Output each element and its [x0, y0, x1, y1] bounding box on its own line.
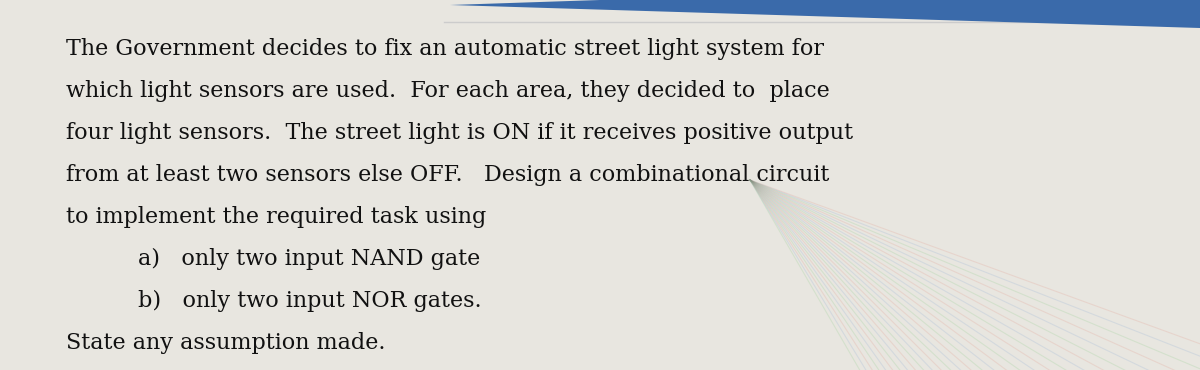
Text: The Government decides to fix an automatic street light system for: The Government decides to fix an automat…	[66, 38, 824, 60]
Text: four light sensors.  The street light is ON if it receives positive output: four light sensors. The street light is …	[66, 122, 853, 144]
Text: from at least two sensors else OFF.   Design a combinational circuit: from at least two sensors else OFF. Desi…	[66, 164, 829, 186]
Polygon shape	[450, 0, 1200, 28]
Text: b)   only two input NOR gates.: b) only two input NOR gates.	[138, 290, 481, 312]
Text: State any assumption made.: State any assumption made.	[66, 332, 385, 354]
Text: to implement the required task using: to implement the required task using	[66, 206, 486, 228]
Text: a)   only two input NAND gate: a) only two input NAND gate	[138, 248, 480, 270]
Text: which light sensors are used.  For each area, they decided to  place: which light sensors are used. For each a…	[66, 80, 829, 102]
